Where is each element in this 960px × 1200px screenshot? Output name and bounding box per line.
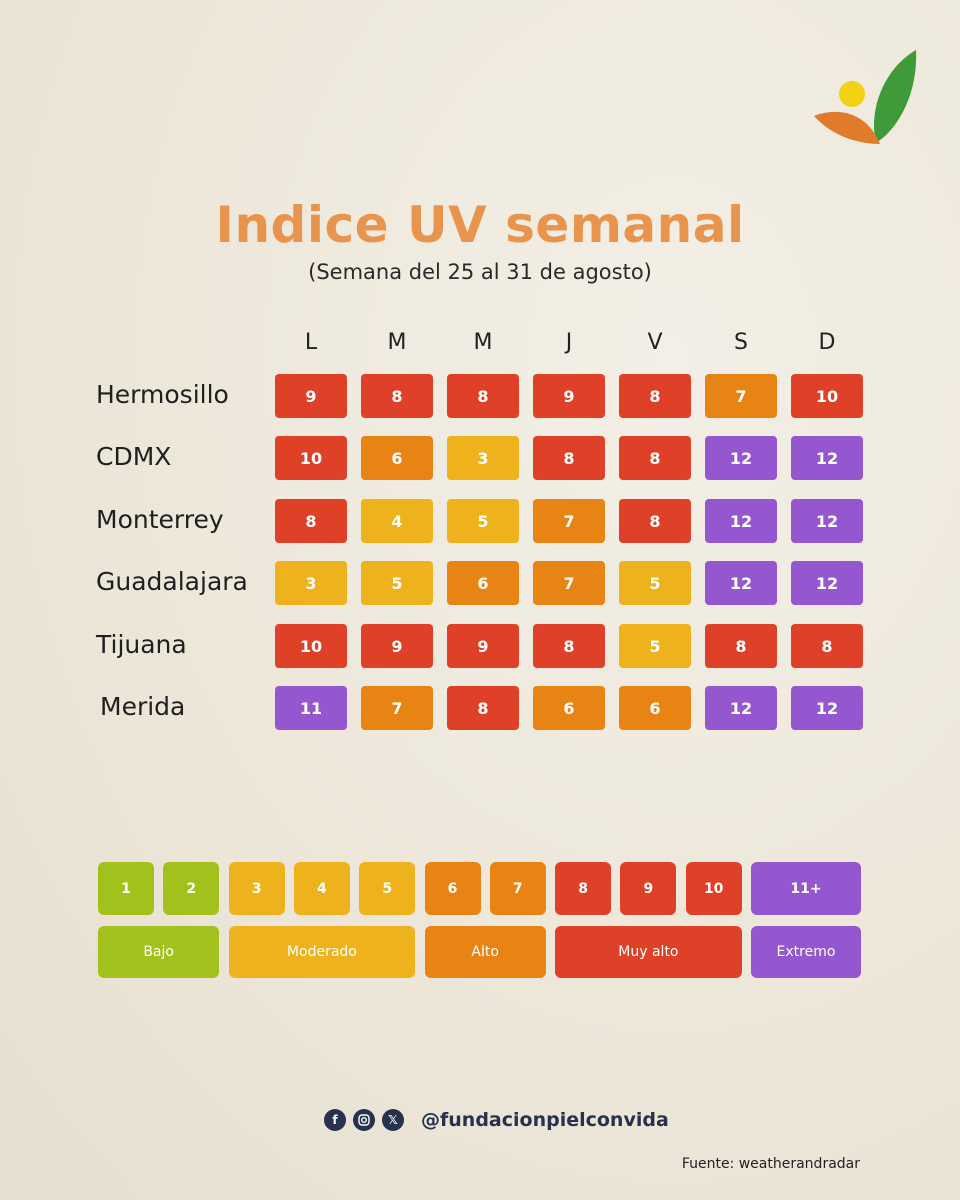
uv-cell: 12: [705, 436, 777, 480]
uv-cell: 7: [705, 374, 777, 418]
uv-cell: 8: [705, 624, 777, 668]
scale-number: 8: [555, 862, 612, 915]
page-title: Indice UV semanal: [215, 196, 745, 254]
scale-level: Moderado: [228, 926, 416, 978]
uv-cell: 7: [533, 499, 605, 543]
uv-cell: 12: [791, 499, 863, 543]
scale-number: 9: [620, 862, 677, 915]
uv-cell: 8: [533, 624, 605, 668]
uv-cell: 12: [791, 561, 863, 605]
uv-cell: 6: [447, 561, 519, 605]
scale-number: 3: [228, 862, 285, 915]
uv-cell: 8: [447, 374, 519, 418]
uv-cell: 8: [619, 436, 691, 480]
day-header: V: [647, 330, 663, 355]
city-label: Guadalajara: [96, 567, 248, 596]
uv-cell: 8: [361, 374, 433, 418]
scale-number: 6: [424, 862, 481, 915]
uv-cell: 10: [275, 436, 347, 480]
uv-cell: 3: [275, 561, 347, 605]
uv-cell: 5: [361, 561, 433, 605]
uv-cell: 8: [619, 374, 691, 418]
uv-cell: 10: [275, 624, 347, 668]
facebook-icon[interactable]: f: [324, 1109, 346, 1131]
uv-cell: 12: [705, 686, 777, 730]
day-header: M: [473, 330, 493, 355]
uv-cell: 8: [533, 436, 605, 480]
foundation-logo: [814, 50, 917, 144]
uv-cell: 5: [447, 499, 519, 543]
source-credit: Fuente: weatherandradar: [681, 1156, 860, 1172]
uv-cell: 7: [533, 561, 605, 605]
scale-number: 10: [685, 862, 742, 915]
day-header: S: [734, 330, 748, 355]
uv-cell: 12: [705, 499, 777, 543]
uv-cell: 8: [275, 499, 347, 543]
scale-number: 11+: [751, 862, 861, 915]
day-header: M: [387, 330, 407, 355]
social-footer: f 𝕏 @fundacionpielconvida: [324, 1109, 669, 1131]
city-label: Tijuana: [96, 630, 187, 659]
uv-cell: 6: [619, 686, 691, 730]
uv-cell: 6: [533, 686, 605, 730]
day-header: J: [565, 330, 573, 355]
uv-cell: 7: [361, 686, 433, 730]
city-label: Monterrey: [96, 505, 224, 534]
uv-cell: 12: [791, 686, 863, 730]
page-subtitle: (Semana del 25 al 31 de agosto): [308, 260, 652, 284]
uv-cell: 12: [791, 436, 863, 480]
uv-cell: 3: [447, 436, 519, 480]
uv-cell: 8: [791, 624, 863, 668]
uv-cell: 11: [275, 686, 347, 730]
uv-cell: 10: [791, 374, 863, 418]
uv-cell: 8: [447, 686, 519, 730]
uv-cell: 4: [361, 499, 433, 543]
uv-cell: 5: [619, 561, 691, 605]
x-icon[interactable]: 𝕏: [382, 1109, 404, 1131]
scale-level: Muy alto: [555, 926, 742, 978]
scale-level: Extremo: [751, 926, 861, 978]
scale-level: Bajo: [98, 926, 220, 978]
uv-cell: 6: [361, 436, 433, 480]
city-label: CDMX: [96, 442, 172, 471]
uv-cell: 9: [275, 374, 347, 418]
scale-number: 4: [293, 862, 350, 915]
day-header: D: [818, 330, 836, 355]
social-handle[interactable]: @fundacionpielconvida: [421, 1109, 669, 1131]
city-label: Merida: [100, 692, 186, 721]
scale-number: 2: [163, 862, 220, 915]
day-header: L: [304, 330, 318, 355]
uv-cell: 8: [619, 499, 691, 543]
uv-cell: 12: [705, 561, 777, 605]
instagram-icon[interactable]: [353, 1109, 375, 1131]
scale-level: Alto: [424, 926, 546, 978]
scale-number: 7: [489, 862, 546, 915]
uv-cell: 9: [361, 624, 433, 668]
uv-cell: 9: [447, 624, 519, 668]
scale-number: 1: [98, 862, 154, 915]
scale-number: 5: [359, 862, 416, 915]
city-label: Hermosillo: [96, 380, 229, 409]
uv-cell: 9: [533, 374, 605, 418]
uv-cell: 5: [619, 624, 691, 668]
